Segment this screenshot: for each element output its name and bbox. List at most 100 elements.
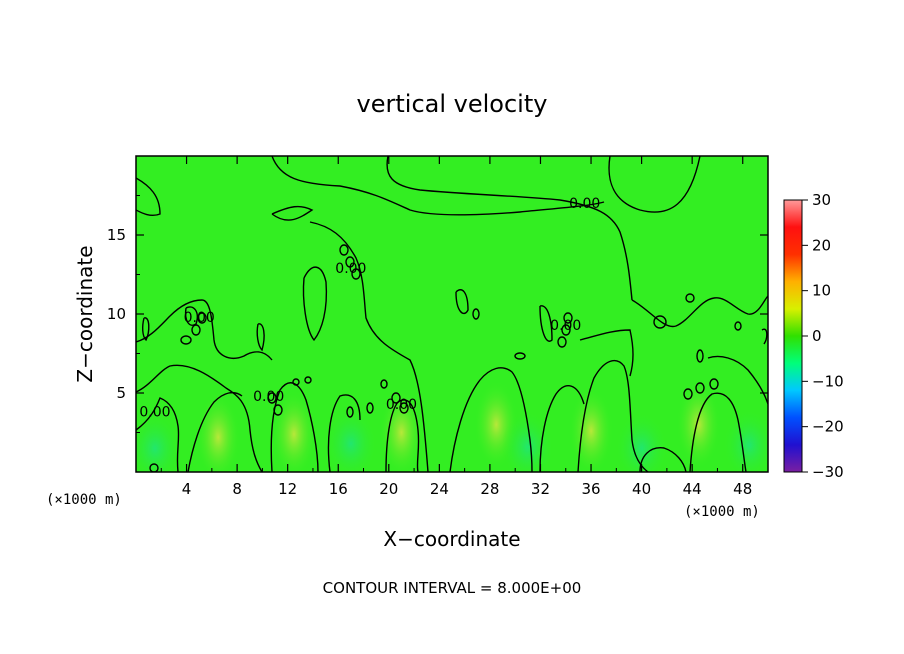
contour-interval-note: CONTOUR INTERVAL = 8.000E+00 — [323, 579, 582, 597]
contour-blob — [273, 404, 283, 416]
contour-line — [707, 355, 768, 405]
contour-line — [539, 305, 553, 342]
x-tick-label: 44 — [683, 480, 702, 498]
contour-line — [385, 399, 420, 472]
y-tick-label: 5 — [116, 384, 126, 402]
plot-area: 0.00 0.00 0.00 0.00 0.00 0.00 0.00 — [135, 155, 769, 473]
contour-line — [141, 317, 150, 342]
x-axis: 4 8 12 16 20 24 28 32 36 40 44 48 — [160, 156, 752, 498]
contour-line — [608, 156, 701, 213]
contour-blob — [149, 463, 159, 472]
colorbar-gradient — [783, 199, 803, 473]
contour-line — [327, 394, 361, 472]
contour-line — [539, 385, 585, 472]
contour-label: 0.00 — [550, 318, 581, 334]
updraft-cell — [379, 388, 424, 472]
x-tick-label: 32 — [531, 480, 550, 498]
contour-blob — [180, 335, 192, 345]
contour-blob — [304, 376, 312, 384]
contour-blob — [351, 268, 361, 280]
contour-blob — [292, 378, 300, 386]
contour-blob — [563, 312, 573, 324]
contour-line — [271, 156, 605, 216]
x-tick-label: 36 — [581, 480, 600, 498]
x-tick-label: 28 — [480, 480, 499, 498]
contour-blob — [653, 315, 667, 329]
contour-line — [136, 397, 180, 472]
downdraft-cell — [324, 407, 377, 472]
colorbar-tick-label: −10 — [812, 372, 844, 390]
downdraft-cell — [136, 412, 181, 472]
contour-blob — [685, 293, 695, 303]
contour-blob — [734, 321, 742, 331]
contour-line — [689, 392, 747, 472]
colorbar-tick-label: 10 — [812, 282, 831, 300]
contour-line — [309, 221, 429, 472]
x-tick-label: 40 — [632, 480, 651, 498]
x-tick-label: 24 — [430, 480, 449, 498]
contour-blob — [709, 378, 719, 390]
contour-label: 0.00 — [386, 397, 417, 413]
chart-title: vertical velocity — [357, 90, 548, 118]
colorbar-tick-label: 0 — [812, 327, 822, 345]
x-axis-title: X−coordinate — [383, 527, 520, 551]
x-tick-label: 20 — [379, 480, 398, 498]
contour-blob — [399, 402, 409, 414]
contour-blob — [345, 256, 355, 268]
updraft-cell — [676, 380, 721, 469]
contour-line — [761, 328, 768, 345]
contour-blob — [514, 352, 526, 360]
contour-lines — [136, 156, 768, 472]
contour-line — [184, 306, 198, 326]
contour-blob — [267, 392, 277, 404]
updraft-cell — [272, 390, 316, 472]
colorbar-tick-label: −30 — [812, 463, 844, 481]
y-axis-title: Z−coordinate — [73, 245, 97, 382]
y-axis: 5 10 15 — [107, 195, 768, 433]
contour-label: 0.00 — [569, 196, 600, 212]
contour-line — [256, 323, 265, 352]
contour-label: 0.00 — [139, 405, 170, 421]
contour-blob — [191, 324, 201, 336]
x-tick-label: 16 — [329, 480, 348, 498]
contour-blob — [380, 379, 388, 389]
colorbar: 30 20 10 0 −10 −20 −30 — [783, 191, 844, 481]
downdraft-cell — [723, 409, 768, 472]
contour-blob — [696, 349, 704, 363]
contour-label: 0.00 — [335, 261, 366, 277]
y-tick-label: 15 — [107, 226, 126, 244]
x-unit-label-right: (×1000 m) — [684, 504, 760, 520]
contour-blob — [561, 324, 571, 336]
contour-line — [136, 177, 161, 217]
x-tick-label: 4 — [182, 480, 192, 498]
x-tick-label: 12 — [278, 480, 297, 498]
contour-blob — [339, 244, 349, 256]
x-tick-label: 48 — [733, 480, 752, 498]
contour-blob — [683, 388, 693, 400]
contour-line — [386, 156, 633, 301]
contour-blob — [197, 312, 207, 324]
downdraft-cell — [615, 412, 668, 472]
colorbar-tick-label: 30 — [812, 191, 831, 209]
contour-line — [136, 364, 263, 472]
y-tick-label: 10 — [107, 305, 126, 323]
contour-line — [455, 289, 469, 315]
contour-blob — [366, 402, 374, 414]
x-unit-label-left: (×1000 m) — [46, 492, 122, 508]
heatmap-background — [136, 156, 768, 472]
contour-line — [579, 329, 634, 377]
contour-blob — [695, 382, 705, 394]
colorbar-tick-label: −20 — [812, 418, 844, 436]
contour-blob — [391, 392, 401, 404]
contour-blob — [472, 308, 480, 320]
x-tick-label: 8 — [232, 480, 242, 498]
contour-line — [271, 205, 314, 221]
contour-line — [136, 299, 273, 361]
contour-line — [449, 367, 533, 472]
updraft-cell — [196, 393, 241, 472]
contour-line — [639, 447, 687, 472]
updraft-cell — [569, 386, 614, 472]
contour-label: 0.00 — [184, 310, 215, 326]
colorbar-tick-label: 20 — [812, 236, 831, 254]
